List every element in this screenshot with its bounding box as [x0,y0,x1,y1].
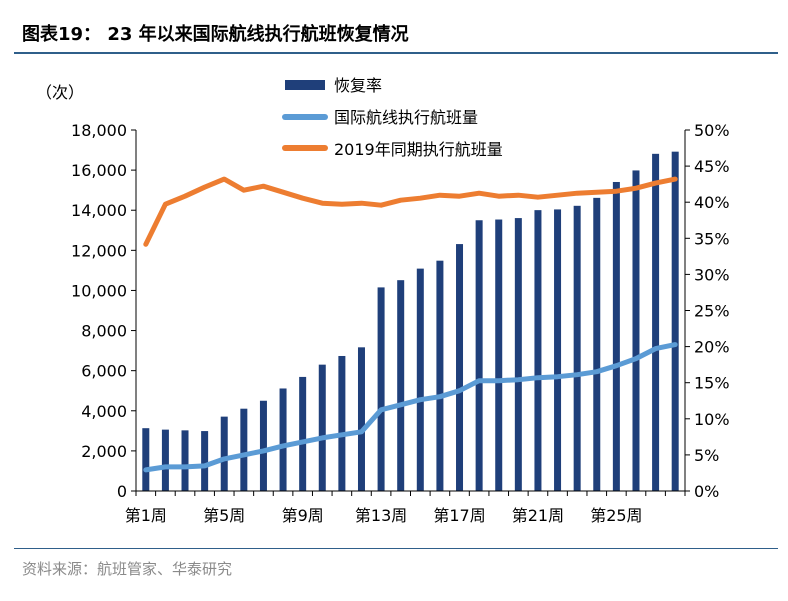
axes: 0 2,000 4,000 6,000 8,000 10,000 12,000 14,000 1… [71,121,730,525]
y-left-tick-label: 6,000 [81,362,127,381]
x-tick-label: 第21周 [512,506,564,525]
bar [514,218,522,492]
y-right-tick-label: 30% [694,265,730,284]
legend-label-2019-flights: 2019年同期执行航班量 [334,140,503,159]
bar [299,376,307,491]
bar [573,205,581,491]
x-tick-label: 第25周 [590,506,642,525]
line-intl-flights [143,342,678,473]
y-right-tick-label: 15% [694,374,730,393]
y-left-tick-label: 4,000 [81,402,127,421]
x-tick-label: 第17周 [433,506,485,525]
bar [495,219,503,491]
bar [181,430,189,491]
bar [612,181,620,491]
bar [338,355,346,491]
bar [279,388,287,491]
figure-title: 图表19： 23 年以来国际航线执行航班恢复情况 [22,24,409,45]
bar [593,197,601,492]
y-right-tick-label: 45% [694,157,730,176]
legend: 恢复率 国际航线执行航班量 2019年同期执行航班量 [282,76,503,159]
y-right-tick-label: 40% [694,193,730,212]
bar [142,428,150,491]
source-note: 资料来源：航班管家、华泰研究 [22,560,233,578]
bar [161,429,169,491]
bar [318,364,326,491]
legend-label-intl-flights: 国际航线执行航班量 [334,108,478,127]
bar [220,416,228,491]
bar [436,260,444,491]
x-tick-label: 第1周 [125,506,167,525]
line-2019-flights [143,176,678,247]
y-left-tick-label: 16,000 [71,161,127,180]
bar [652,153,660,492]
bar [534,210,542,491]
y-right-tick-label: 20% [694,338,730,357]
title-divider [14,52,778,54]
bar [397,280,405,491]
x-tick-label: 第5周 [203,506,245,525]
bar [377,287,385,491]
bar [456,244,464,491]
y-right-tick-label: 25% [694,302,730,321]
y-left-unit-label: （次） [36,83,84,102]
bar [201,431,209,491]
legend-swatch-recovery-rate [285,80,325,90]
y-left-tick-label: 14,000 [71,201,127,220]
bar [259,400,267,491]
x-tick-label: 第9周 [282,506,324,525]
legend-label-recovery-rate: 恢复率 [334,76,382,95]
bar [357,347,365,491]
y-left-tick-label: 2,000 [81,442,127,461]
line-series-group [143,176,678,473]
y-right-tick-label: 50% [694,121,730,140]
bar-series-recovery-rate [142,151,679,492]
bar [475,220,483,491]
bar [416,268,424,491]
y-left-tick-label: 0 [117,482,127,501]
x-tick-label: 第13周 [355,506,407,525]
bar [240,408,248,491]
y-left-tick-label: 10,000 [71,281,127,300]
source-divider [14,548,778,549]
bar [554,209,562,492]
bar [671,151,679,491]
bar [632,170,640,491]
y-right-tick-label: 0% [694,482,719,501]
y-right-tick-label: 10% [694,410,730,429]
y-left-tick-label: 12,000 [71,241,127,260]
y-left-tick-label: 8,000 [81,322,127,341]
y-right-tick-label: 35% [694,229,730,248]
y-left-tick-label: 18,000 [71,121,127,140]
y-right-tick-label: 5% [694,446,719,465]
